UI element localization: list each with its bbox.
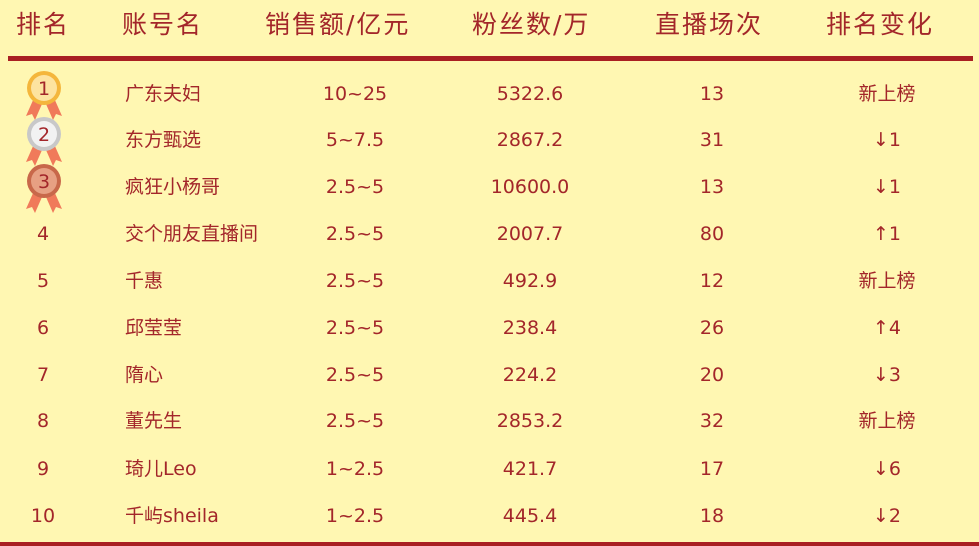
account-name: 交个朋友直播间 — [125, 223, 259, 245]
sessions-value: 17 — [699, 458, 725, 480]
account-name: 千惠 — [125, 270, 164, 292]
sales-value: 10~25 — [322, 83, 388, 105]
rank-number: 7 — [36, 364, 50, 386]
rank-number: 10 — [30, 505, 56, 527]
rank-number: 5 — [36, 270, 50, 292]
table-row: 3 疯狂小杨哥 2.5~5 10600.0 13 ↓1 — [0, 164, 979, 213]
sales-value: 2.5~5 — [325, 176, 385, 198]
sessions-value: 12 — [699, 270, 725, 292]
table-row: 7 隋心 2.5~5 224.2 20 ↓3 — [0, 355, 979, 395]
table-row: 2 东方甄选 5~7.5 2867.2 31 ↓1 — [0, 117, 979, 166]
fans-value: 224.2 — [502, 364, 558, 386]
sessions-value: 80 — [699, 223, 725, 245]
sessions-value: 13 — [699, 83, 725, 105]
fans-value: 2867.2 — [496, 129, 564, 151]
sales-value: 2.5~5 — [325, 317, 385, 339]
account-name: 千屿sheila — [125, 505, 219, 527]
bottom-divider — [0, 542, 979, 546]
fans-value: 2007.7 — [496, 223, 564, 245]
sessions-value: 32 — [699, 410, 725, 432]
rank-change: ↑4 — [872, 317, 901, 339]
rank-change: 新上榜 — [858, 410, 916, 432]
fans-value: 421.7 — [502, 458, 558, 480]
sessions-value: 26 — [699, 317, 725, 339]
rank-number: 4 — [36, 223, 50, 245]
rank-number: 8 — [36, 410, 50, 432]
gold-medal-icon: 1 — [26, 71, 62, 120]
header-sales: 销售额/亿元 — [265, 10, 411, 39]
sales-value: 2.5~5 — [325, 270, 385, 292]
sales-value: 5~7.5 — [325, 129, 385, 151]
rank-change: ↓2 — [872, 505, 901, 527]
account-name: 邱莹莹 — [125, 317, 183, 339]
sessions-value: 20 — [699, 364, 725, 386]
rank-number: 9 — [36, 458, 50, 480]
sales-value: 1~2.5 — [325, 458, 385, 480]
fans-value: 238.4 — [502, 317, 558, 339]
header-fans: 粉丝数/万 — [472, 10, 591, 39]
account-name: 广东夫妇 — [125, 83, 202, 105]
table-row: 4 交个朋友直播间 2.5~5 2007.7 80 ↑1 — [0, 214, 979, 254]
silver-medal-icon: 2 — [26, 117, 62, 166]
rank-change: ↓1 — [872, 129, 901, 151]
table-row: 1 广东夫妇 10~25 5322.6 13 新上榜 — [0, 71, 979, 120]
sales-value: 2.5~5 — [325, 410, 385, 432]
table-row: 9 琦儿Leo 1~2.5 421.7 17 ↓6 — [0, 449, 979, 489]
rank-number: 1 — [38, 78, 50, 100]
table-row: 6 邱莹莹 2.5~5 238.4 26 ↑4 — [0, 308, 979, 348]
sales-value: 2.5~5 — [325, 223, 385, 245]
header-sessions: 直播场次 — [655, 10, 764, 39]
rank-change: 新上榜 — [858, 83, 916, 105]
fans-value: 2853.2 — [496, 410, 564, 432]
rank-change: ↓6 — [872, 458, 901, 480]
table-row: 10 千屿sheila 1~2.5 445.4 18 ↓2 — [0, 496, 979, 536]
fans-value: 492.9 — [502, 270, 558, 292]
fans-value: 10600.0 — [490, 176, 570, 198]
rank-change: ↓3 — [872, 364, 901, 386]
header-account: 账号名 — [122, 10, 204, 39]
header-divider — [8, 56, 973, 61]
rank-change: ↑1 — [872, 223, 901, 245]
sessions-value: 31 — [699, 129, 725, 151]
account-name: 隋心 — [125, 364, 164, 386]
header-rank: 排名 — [16, 10, 71, 39]
account-name: 董先生 — [125, 410, 183, 432]
rank-number: 2 — [38, 124, 50, 146]
account-name: 东方甄选 — [125, 129, 202, 151]
sales-value: 1~2.5 — [325, 505, 385, 527]
fans-value: 445.4 — [502, 505, 558, 527]
table-row: 5 千惠 2.5~5 492.9 12 新上榜 — [0, 261, 979, 301]
sessions-value: 18 — [699, 505, 725, 527]
sessions-value: 13 — [699, 176, 725, 198]
bronze-medal-icon: 3 — [26, 164, 62, 213]
rank-change: ↓1 — [872, 176, 901, 198]
rank-change: 新上榜 — [858, 270, 916, 292]
account-name: 疯狂小杨哥 — [125, 176, 221, 198]
account-name: 琦儿Leo — [125, 458, 197, 480]
rank-number: 3 — [38, 171, 50, 193]
sales-value: 2.5~5 — [325, 364, 385, 386]
table-row: 8 董先生 2.5~5 2853.2 32 新上榜 — [0, 401, 979, 441]
header-change: 排名变化 — [826, 10, 935, 39]
rank-number: 6 — [36, 317, 50, 339]
fans-value: 5322.6 — [496, 83, 564, 105]
